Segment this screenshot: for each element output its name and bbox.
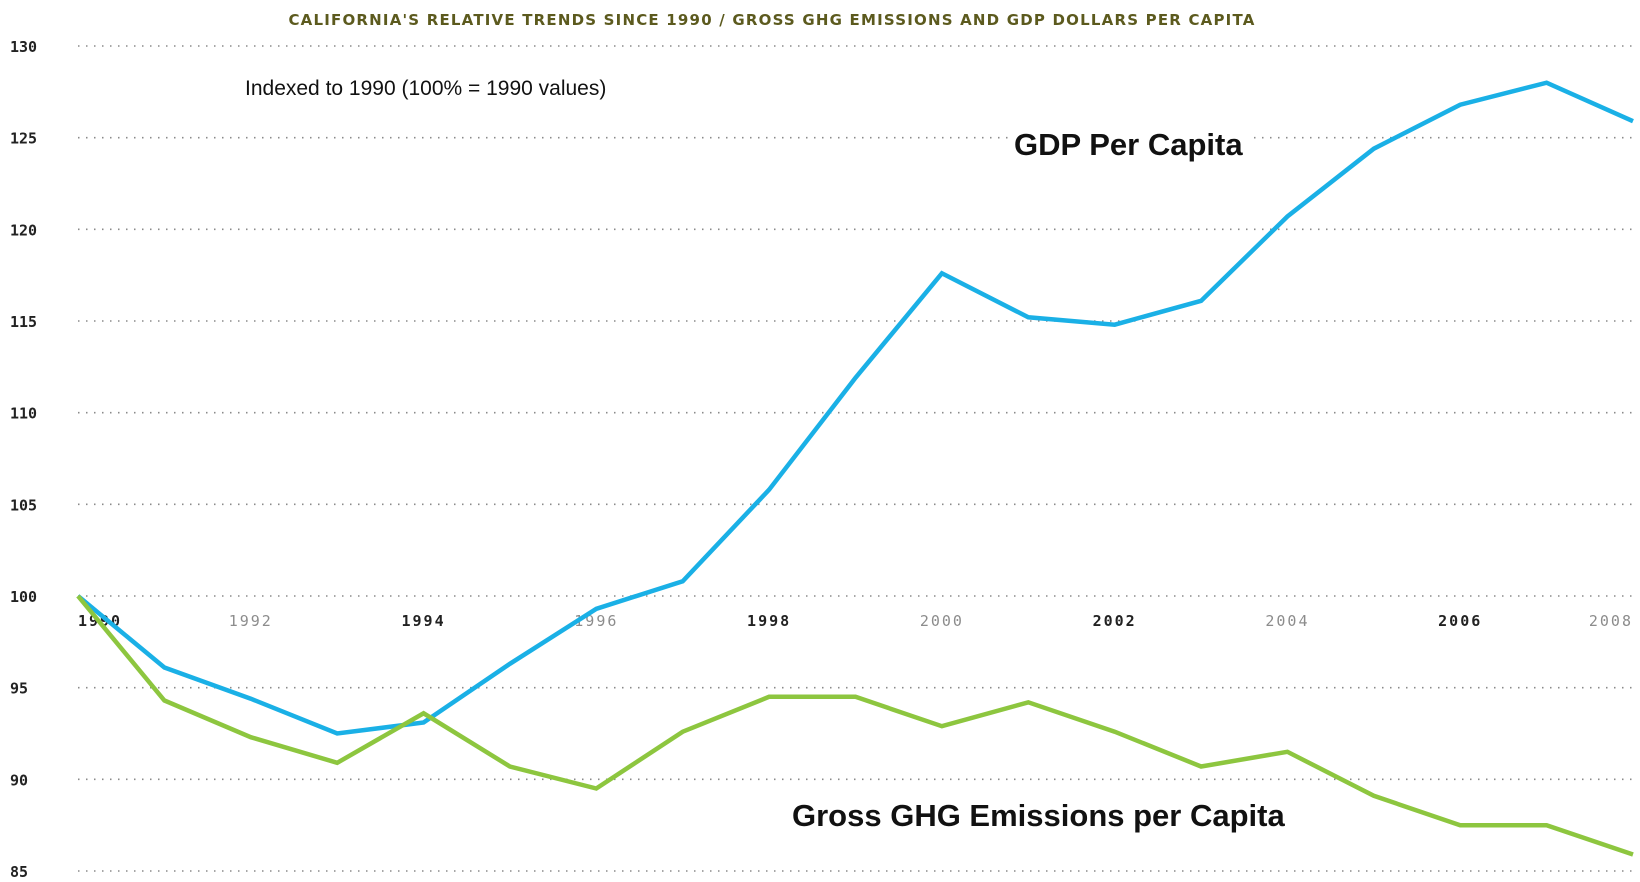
y-tick-label: 120	[10, 221, 37, 239]
y-tick-label: 110	[10, 405, 37, 423]
y-tick-label: 85	[10, 863, 28, 881]
series-label-ghg-emissions-per-capita: Gross GHG Emissions per Capita	[792, 798, 1285, 833]
x-tick-label: 2004	[1265, 612, 1309, 630]
y-tick-label: 105	[10, 496, 37, 514]
x-tick-label: 2006	[1438, 612, 1482, 630]
y-tick-label: 115	[10, 313, 37, 331]
y-tick-label: 90	[10, 771, 28, 789]
y-tick-label: 100	[10, 588, 37, 606]
y-tick-label: 125	[10, 130, 37, 148]
x-axis: 1990 1992 1994 1996 1998 2000 2002 2004 2006 2008	[78, 612, 1633, 630]
series-line-gdp-per-capita	[76, 80, 1634, 736]
series-line-ghg-emissions-per-capita	[76, 594, 1634, 857]
x-tick-label: 1992	[229, 612, 273, 630]
plot-area	[76, 80, 1634, 857]
x-tick-label: 2008	[1589, 612, 1633, 630]
y-tick-label: 95	[10, 680, 28, 698]
series-label-gdp-per-capita: GDP Per Capita	[1014, 127, 1243, 162]
x-tick-label: 2002	[1093, 612, 1137, 630]
y-axis: 85 90 95 100 105 110 115 120 125 130	[10, 38, 37, 881]
x-tick-label: 2000	[920, 612, 964, 630]
chart-title: CALIFORNIA'S RELATIVE TRENDS SINCE 1990 …	[288, 11, 1255, 29]
x-tick-label: 1998	[747, 612, 791, 630]
gridlines	[78, 45, 1632, 872]
y-tick-label: 130	[10, 38, 37, 56]
x-tick-label: 1994	[401, 612, 445, 630]
series-label-background	[1008, 127, 1250, 162]
chart-subtitle: Indexed to 1990 (100% = 1990 values)	[245, 77, 606, 100]
